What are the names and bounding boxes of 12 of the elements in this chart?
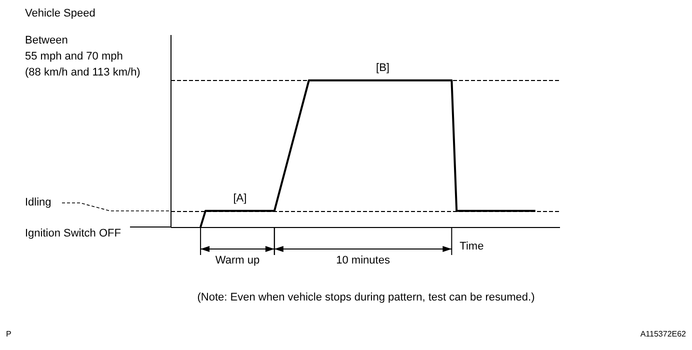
text: A115372E62 <box>640 330 687 338</box>
annotation: [A] <box>233 192 247 204</box>
text: [B] <box>376 62 390 74</box>
x-axis-title: Time <box>460 240 484 252</box>
ref-line-label: Ignition Switch OFF <box>25 228 122 240</box>
text: P <box>6 330 12 338</box>
text: Vehicle Speed <box>25 8 96 20</box>
ref-line-label: Idling <box>25 196 52 208</box>
text: Warm up <box>215 254 260 266</box>
text: 10 minutes <box>336 254 390 266</box>
ref-line-label: Between 55 mph and 70 mph (88 km/h and 113 km/h) <box>25 34 140 78</box>
text: (Note: Even when vehicle stops during pattern, test can be resumed.) <box>197 292 535 304</box>
